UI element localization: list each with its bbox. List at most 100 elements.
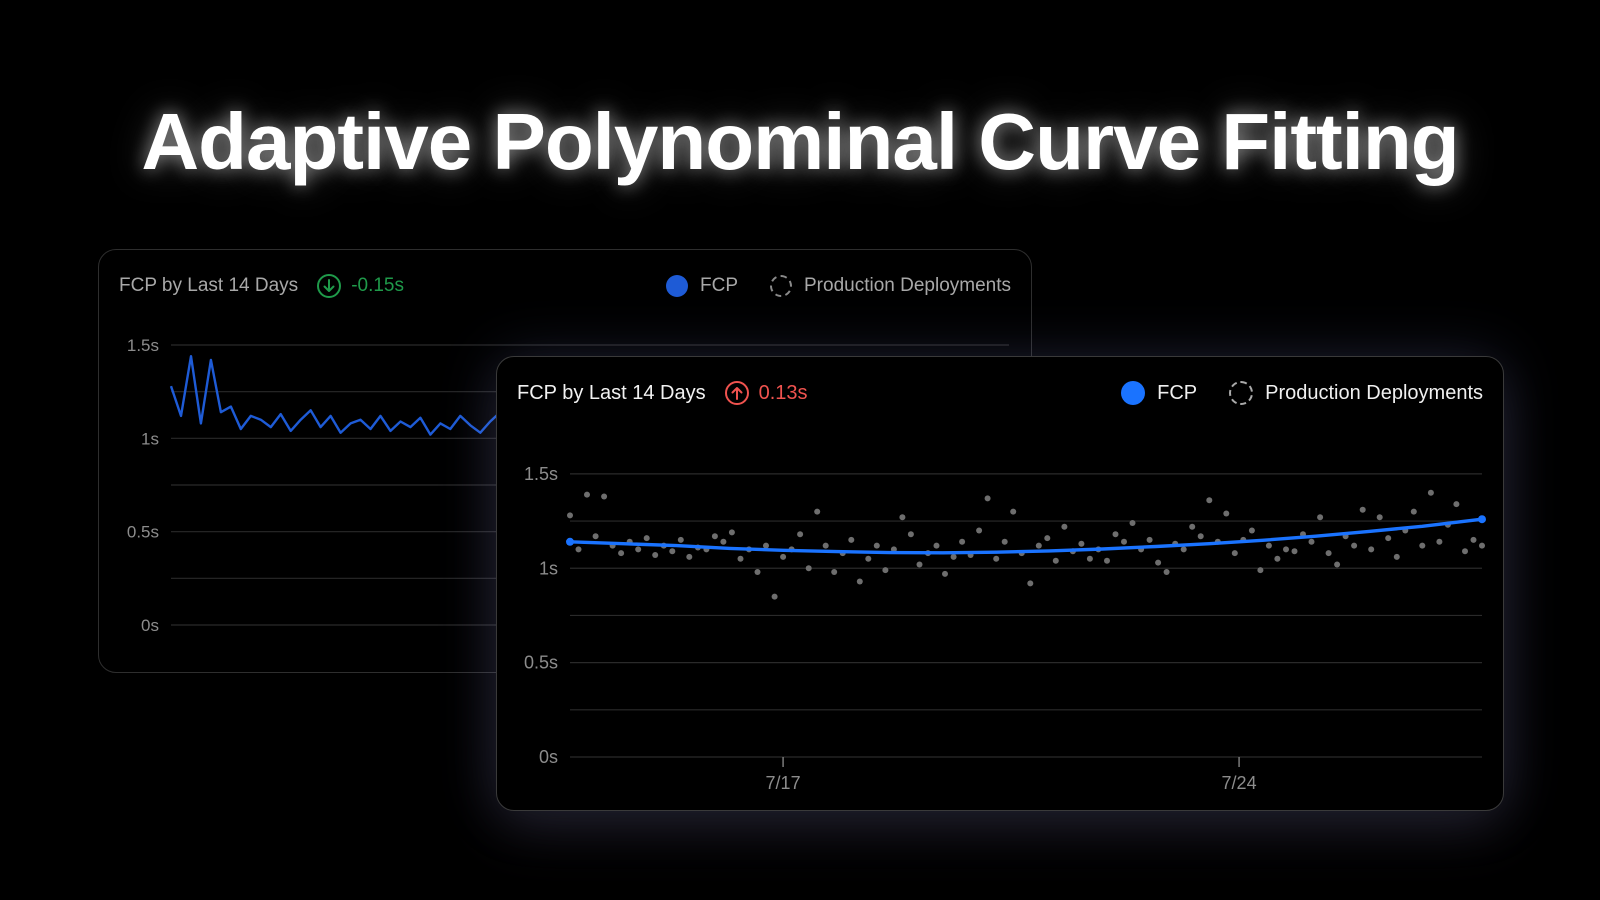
- data-point: [814, 508, 821, 515]
- legend-label-deployments: Production Deployments: [1265, 381, 1483, 404]
- fcp-scatter-chart: 0s 0.5s 1s 1.5s 7/17 7/24: [524, 464, 1486, 793]
- data-point: [669, 548, 676, 555]
- data-point: [643, 535, 650, 542]
- fcp-chart-card-front: 0s 0.5s 1s 1.5s 7/17 7/24 FCP by Last 14 Days…: [496, 356, 1504, 811]
- data-point: [1010, 508, 1017, 515]
- data-point: [601, 493, 608, 500]
- data-point: [1368, 546, 1375, 553]
- data-point: [1283, 546, 1289, 553]
- data-point: [1197, 533, 1204, 540]
- data-point: [1104, 557, 1110, 564]
- y-tick-label: 1s: [141, 429, 159, 448]
- delta-badge: -0.15s: [316, 273, 404, 299]
- data-point: [797, 531, 804, 538]
- data-point: [1001, 538, 1008, 545]
- data-point: [1393, 553, 1400, 560]
- y-tick-label: 1.5s: [127, 336, 159, 355]
- data-point: [805, 565, 812, 572]
- data-point: [1317, 514, 1324, 521]
- data-point: [1308, 538, 1315, 545]
- y-tick-label: 1s: [539, 558, 558, 578]
- data-point: [1027, 580, 1034, 587]
- data-point: [865, 555, 872, 562]
- data-point: [1479, 542, 1485, 549]
- data-point: [950, 553, 957, 560]
- delta-value: -0.15s: [351, 275, 404, 296]
- card-title: FCP by Last 14 Days: [517, 381, 706, 404]
- x-tick-label: 7/17: [766, 773, 801, 793]
- deployments-swatch-icon: [1229, 381, 1254, 405]
- data-point: [916, 561, 923, 568]
- legend-label-deployments: Production Deployments: [804, 275, 1011, 296]
- data-point: [1462, 548, 1468, 555]
- data-point: [1146, 536, 1153, 543]
- legend-label-fcp: FCP: [1157, 381, 1198, 404]
- data-point: [728, 529, 735, 536]
- data-point: [1078, 540, 1085, 547]
- arrow-down-circle-icon: [317, 274, 342, 298]
- data-point: [1223, 510, 1230, 517]
- data-point: [976, 527, 983, 534]
- data-point: [652, 552, 659, 558]
- y-tick-label: 0s: [539, 747, 558, 767]
- data-point: [1359, 506, 1366, 513]
- data-point: [720, 538, 727, 545]
- data-point: [584, 491, 590, 498]
- fcp-swatch-icon: [666, 275, 688, 297]
- deployments-swatch-icon: [770, 275, 792, 297]
- fcp-swatch-icon: [1121, 381, 1146, 405]
- data-point: [754, 569, 761, 575]
- y-tick-label: 0.5s: [524, 653, 558, 673]
- data-point: [1257, 567, 1264, 574]
- legend-item-fcp[interactable]: FCP: [666, 275, 738, 297]
- data-point: [592, 533, 599, 540]
- delta-value: 0.13s: [758, 381, 808, 404]
- fcp-trend-line: [568, 517, 1484, 555]
- data-point: [873, 542, 880, 549]
- card-title: FCP by Last 14 Days: [119, 275, 299, 296]
- data-point: [831, 569, 838, 575]
- legend-label-fcp: FCP: [700, 275, 738, 296]
- data-point: [1376, 514, 1383, 521]
- delta-badge: 0.13s: [724, 380, 808, 406]
- data-point: [959, 538, 966, 545]
- data-point: [1248, 527, 1255, 534]
- data-point: [993, 555, 1000, 562]
- data-point: [1427, 489, 1434, 496]
- data-point: [737, 555, 744, 562]
- data-point: [856, 578, 863, 585]
- data-point: [711, 533, 718, 540]
- data-point: [635, 546, 642, 553]
- data-point: [899, 514, 906, 521]
- data-point: [848, 536, 855, 543]
- y-tick-label: 0.5s: [127, 523, 159, 542]
- arrow-up-circle-icon: [724, 381, 749, 405]
- legend: FCP Production Deployments: [1089, 381, 1483, 405]
- data-point: [822, 542, 829, 549]
- legend: FCP Production Deployments: [634, 275, 1011, 297]
- legend-item-fcp[interactable]: FCP: [1121, 381, 1197, 405]
- data-point: [1155, 559, 1162, 566]
- data-point: [1274, 555, 1281, 562]
- data-point: [1044, 535, 1051, 542]
- legend-item-deployments[interactable]: Production Deployments: [770, 275, 1011, 297]
- legend-item-deployments[interactable]: Production Deployments: [1229, 381, 1483, 405]
- data-point: [1410, 508, 1417, 515]
- data-point: [1206, 497, 1213, 504]
- card-header: FCP by Last 14 Days -0.15s FCP Productio…: [119, 270, 1011, 302]
- y-tick-label: 0s: [141, 616, 159, 635]
- data-point: [677, 536, 684, 543]
- data-point: [1325, 550, 1332, 557]
- data-point: [1052, 557, 1059, 564]
- data-point: [890, 546, 897, 553]
- data-point: [1291, 548, 1298, 555]
- data-point: [1334, 561, 1341, 568]
- data-point: [882, 567, 889, 574]
- data-point: [1112, 531, 1119, 538]
- data-point: [1436, 538, 1443, 545]
- data-point: [1419, 542, 1426, 549]
- page-title: Adaptive Polynominal Curve Fitting: [141, 97, 1459, 186]
- data-point: [1086, 555, 1093, 562]
- data-point: [1163, 569, 1170, 575]
- card-header: FCP by Last 14 Days 0.13s FCP Production…: [517, 377, 1483, 409]
